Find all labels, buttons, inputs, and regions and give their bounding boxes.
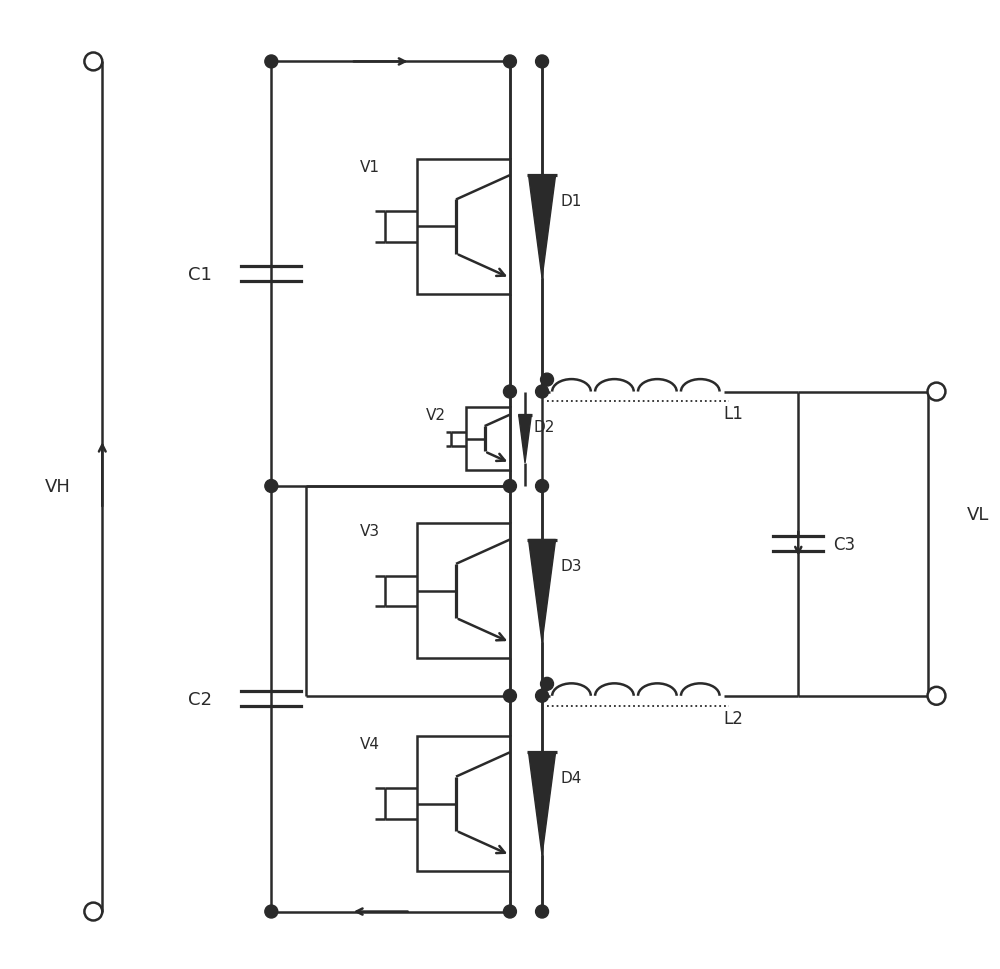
Circle shape <box>503 480 516 493</box>
Circle shape <box>928 687 945 705</box>
Text: L2: L2 <box>724 709 744 727</box>
Polygon shape <box>529 753 556 856</box>
Circle shape <box>503 386 516 398</box>
Circle shape <box>503 56 516 69</box>
Text: C1: C1 <box>188 266 212 283</box>
Circle shape <box>536 56 549 69</box>
Bar <box>417 160 510 295</box>
Circle shape <box>928 383 945 401</box>
Circle shape <box>536 905 549 918</box>
Circle shape <box>265 480 278 493</box>
Text: D1: D1 <box>561 194 582 209</box>
Polygon shape <box>519 415 531 463</box>
Circle shape <box>536 480 549 493</box>
Text: V3: V3 <box>360 523 380 539</box>
Text: D3: D3 <box>561 558 582 573</box>
Text: D4: D4 <box>561 770 582 786</box>
Circle shape <box>503 690 516 703</box>
Text: D2: D2 <box>534 420 555 435</box>
Bar <box>466 408 510 471</box>
Text: VH: VH <box>45 478 70 495</box>
Text: V1: V1 <box>360 160 380 174</box>
Circle shape <box>536 386 549 398</box>
Text: V2: V2 <box>426 408 446 422</box>
Text: C2: C2 <box>188 690 212 708</box>
Circle shape <box>536 690 549 703</box>
Circle shape <box>84 53 102 72</box>
Circle shape <box>541 374 553 387</box>
Text: VL: VL <box>967 505 990 523</box>
Bar <box>417 736 510 871</box>
Text: C3: C3 <box>833 535 855 553</box>
Polygon shape <box>529 176 556 278</box>
Circle shape <box>265 905 278 918</box>
Text: L1: L1 <box>724 405 744 423</box>
Circle shape <box>541 677 553 691</box>
Circle shape <box>503 905 516 918</box>
Polygon shape <box>529 540 556 642</box>
Bar <box>417 523 510 659</box>
Circle shape <box>84 903 102 921</box>
Circle shape <box>265 56 278 69</box>
Text: V4: V4 <box>360 736 380 751</box>
